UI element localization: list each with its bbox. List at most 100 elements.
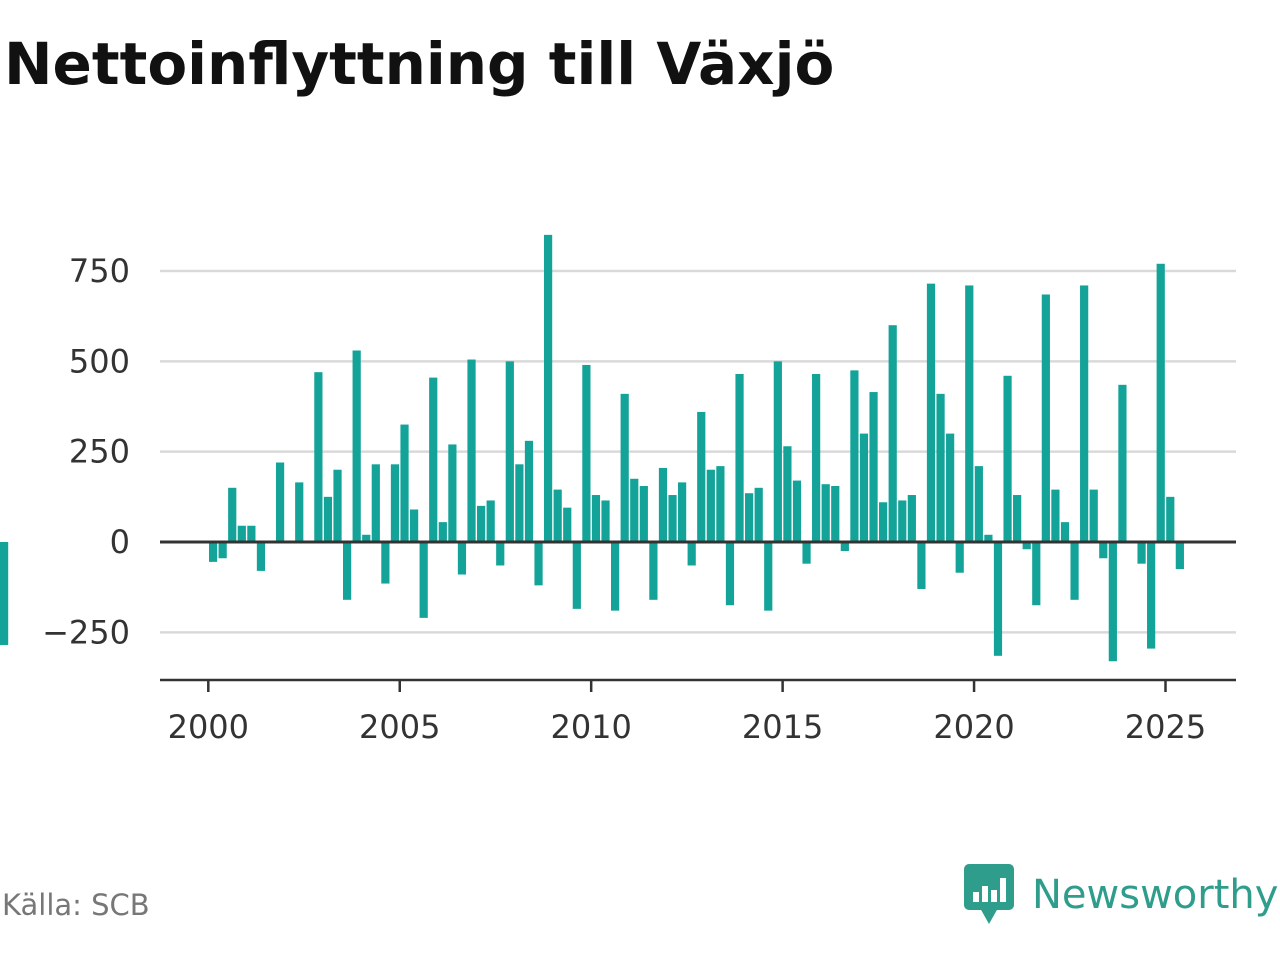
bar bbox=[898, 500, 907, 542]
brand-name: Newsworthy bbox=[1032, 872, 1279, 918]
chart-title: Nettoinflyttning till Växjö bbox=[4, 30, 835, 98]
bar bbox=[314, 372, 323, 542]
y-tick-label: 250 bbox=[69, 433, 130, 471]
axes bbox=[160, 540, 1236, 692]
bar bbox=[228, 487, 237, 542]
bar bbox=[333, 469, 342, 542]
bar bbox=[256, 542, 266, 571]
bar bbox=[457, 542, 467, 575]
bar bbox=[630, 478, 639, 542]
bar bbox=[486, 500, 495, 542]
bar bbox=[1166, 496, 1175, 542]
bar bbox=[1003, 375, 1012, 542]
bar bbox=[649, 542, 658, 600]
bar bbox=[1051, 489, 1060, 542]
bar bbox=[1099, 542, 1108, 559]
bar bbox=[735, 373, 744, 542]
bar bbox=[1108, 542, 1117, 662]
newsworthy-logo: Newsworthy bbox=[964, 864, 1278, 926]
bar bbox=[955, 542, 964, 573]
bar bbox=[917, 542, 926, 589]
bar bbox=[668, 495, 677, 542]
bar bbox=[1089, 489, 1098, 542]
bar bbox=[1032, 542, 1041, 606]
bar bbox=[620, 393, 629, 542]
bar bbox=[534, 542, 543, 586]
bar bbox=[572, 542, 581, 609]
x-tick-label: 2015 bbox=[742, 708, 823, 746]
bar bbox=[984, 534, 993, 542]
bar bbox=[591, 495, 601, 542]
bar bbox=[1147, 542, 1156, 649]
bar bbox=[725, 542, 735, 606]
bar bbox=[342, 542, 352, 600]
bar bbox=[1156, 263, 1165, 542]
bar bbox=[1041, 294, 1050, 542]
bar bbox=[831, 485, 840, 542]
bar bbox=[859, 433, 869, 542]
bar bbox=[323, 496, 333, 542]
bar bbox=[1022, 542, 1031, 550]
bar bbox=[907, 495, 916, 542]
y-tick-label: 750 bbox=[69, 252, 130, 290]
bar bbox=[419, 542, 428, 618]
source-note: Källa: SCB bbox=[2, 888, 150, 922]
y-tick-label: 0 bbox=[110, 523, 130, 561]
bar bbox=[0, 542, 9, 645]
bar bbox=[467, 359, 476, 542]
bar bbox=[706, 469, 715, 542]
bar bbox=[247, 525, 256, 542]
bar bbox=[879, 502, 888, 542]
bar bbox=[946, 433, 955, 542]
bar bbox=[553, 489, 562, 542]
bar bbox=[716, 466, 725, 542]
y-tick-label: −250 bbox=[42, 613, 130, 651]
bar bbox=[697, 411, 706, 542]
bar bbox=[754, 487, 763, 542]
bar bbox=[687, 542, 696, 566]
bar bbox=[381, 542, 390, 584]
bar bbox=[477, 505, 486, 542]
x-tick-label: 2005 bbox=[359, 708, 440, 746]
bar bbox=[802, 542, 811, 564]
bar bbox=[438, 522, 447, 542]
bar bbox=[218, 542, 227, 559]
bar bbox=[888, 325, 897, 542]
bar bbox=[352, 350, 361, 542]
bars bbox=[0, 234, 1184, 662]
bar bbox=[678, 482, 687, 542]
bar bbox=[639, 485, 648, 542]
bar bbox=[783, 446, 792, 542]
bar bbox=[448, 444, 457, 542]
bar bbox=[1070, 542, 1079, 600]
bar bbox=[208, 542, 218, 562]
bar bbox=[869, 392, 878, 542]
bar bbox=[582, 364, 591, 542]
bar bbox=[390, 464, 400, 542]
bar bbox=[371, 464, 380, 542]
bar bbox=[812, 373, 821, 542]
y-tick-labels: −250 0 250 500 750 bbox=[42, 252, 130, 651]
x-tick-labels: 2000 2005 2010 2015 2020 2025 bbox=[168, 708, 1207, 746]
bar bbox=[515, 464, 524, 542]
bar bbox=[974, 466, 983, 542]
x-tick-label: 2025 bbox=[1125, 708, 1206, 746]
bar bbox=[429, 377, 438, 542]
bar bbox=[524, 440, 534, 542]
bar bbox=[745, 493, 754, 542]
bar bbox=[764, 542, 773, 611]
bar bbox=[936, 393, 945, 542]
bar bbox=[840, 542, 849, 552]
bar bbox=[362, 534, 371, 542]
bar bbox=[295, 482, 304, 542]
bar bbox=[993, 542, 1003, 656]
bar bbox=[563, 507, 572, 542]
bar bbox=[658, 467, 668, 542]
bar bbox=[965, 285, 974, 542]
x-tick-label: 2000 bbox=[168, 708, 249, 746]
x-tick-label: 2020 bbox=[933, 708, 1014, 746]
bar bbox=[611, 542, 620, 611]
bar bbox=[400, 424, 409, 542]
bar bbox=[1118, 384, 1127, 542]
bar bbox=[1013, 495, 1022, 542]
